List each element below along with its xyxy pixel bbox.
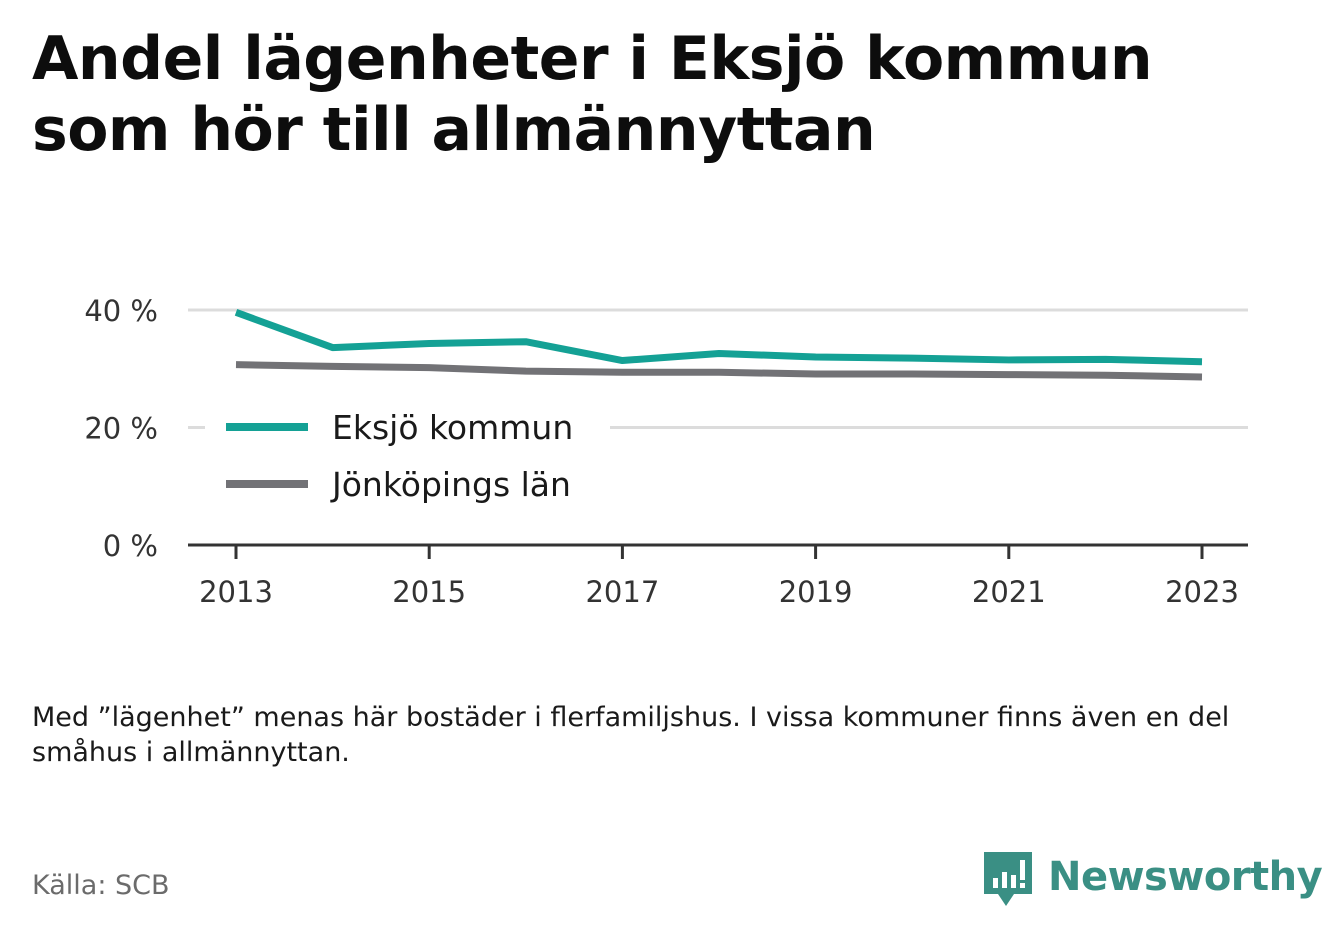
x-tick-label: 2015 [392, 575, 466, 609]
line-chart: 0 % 20 % 40 % 2013 2015 2017 2019 2021 2023 Eks… [84, 294, 1248, 609]
x-tick-label: 2013 [199, 575, 273, 609]
y-axis-tick-labels: 0 % 20 % 40 % [84, 294, 158, 563]
y-tick-label: 0 % [103, 529, 158, 563]
legend-label: Jönköpings län [330, 465, 571, 504]
footnote: Med ”lägenhet” menas här bostäder i fler… [32, 702, 1230, 768]
brand-logo[interactable]: Newsworthy [980, 848, 1322, 912]
legend-background [205, 400, 610, 512]
source-label: Källa: SCB [32, 870, 170, 901]
chart-title: Andel lägenheter i Eksjö kommun som hör … [32, 24, 1153, 165]
series-line-2 [235, 361, 1203, 381]
x-tick-label: 2017 [585, 575, 659, 609]
series-line-1 [234, 309, 1203, 366]
y-tick-label: 40 % [84, 294, 158, 328]
newsworthy-logo-icon [984, 852, 1032, 906]
x-tick-label: 2021 [972, 575, 1046, 609]
y-tick-label: 20 % [84, 412, 158, 446]
x-axis: 2013 2015 2017 2019 2021 2023 [188, 543, 1248, 609]
brand-name: Newsworthy [1048, 854, 1322, 900]
legend: Eksjö kommun Jönköpings län [205, 400, 610, 512]
x-tick-label: 2019 [779, 575, 853, 609]
legend-label: Eksjö kommun [332, 408, 573, 447]
data-series [234, 309, 1203, 381]
x-tick-label: 2023 [1165, 575, 1239, 609]
